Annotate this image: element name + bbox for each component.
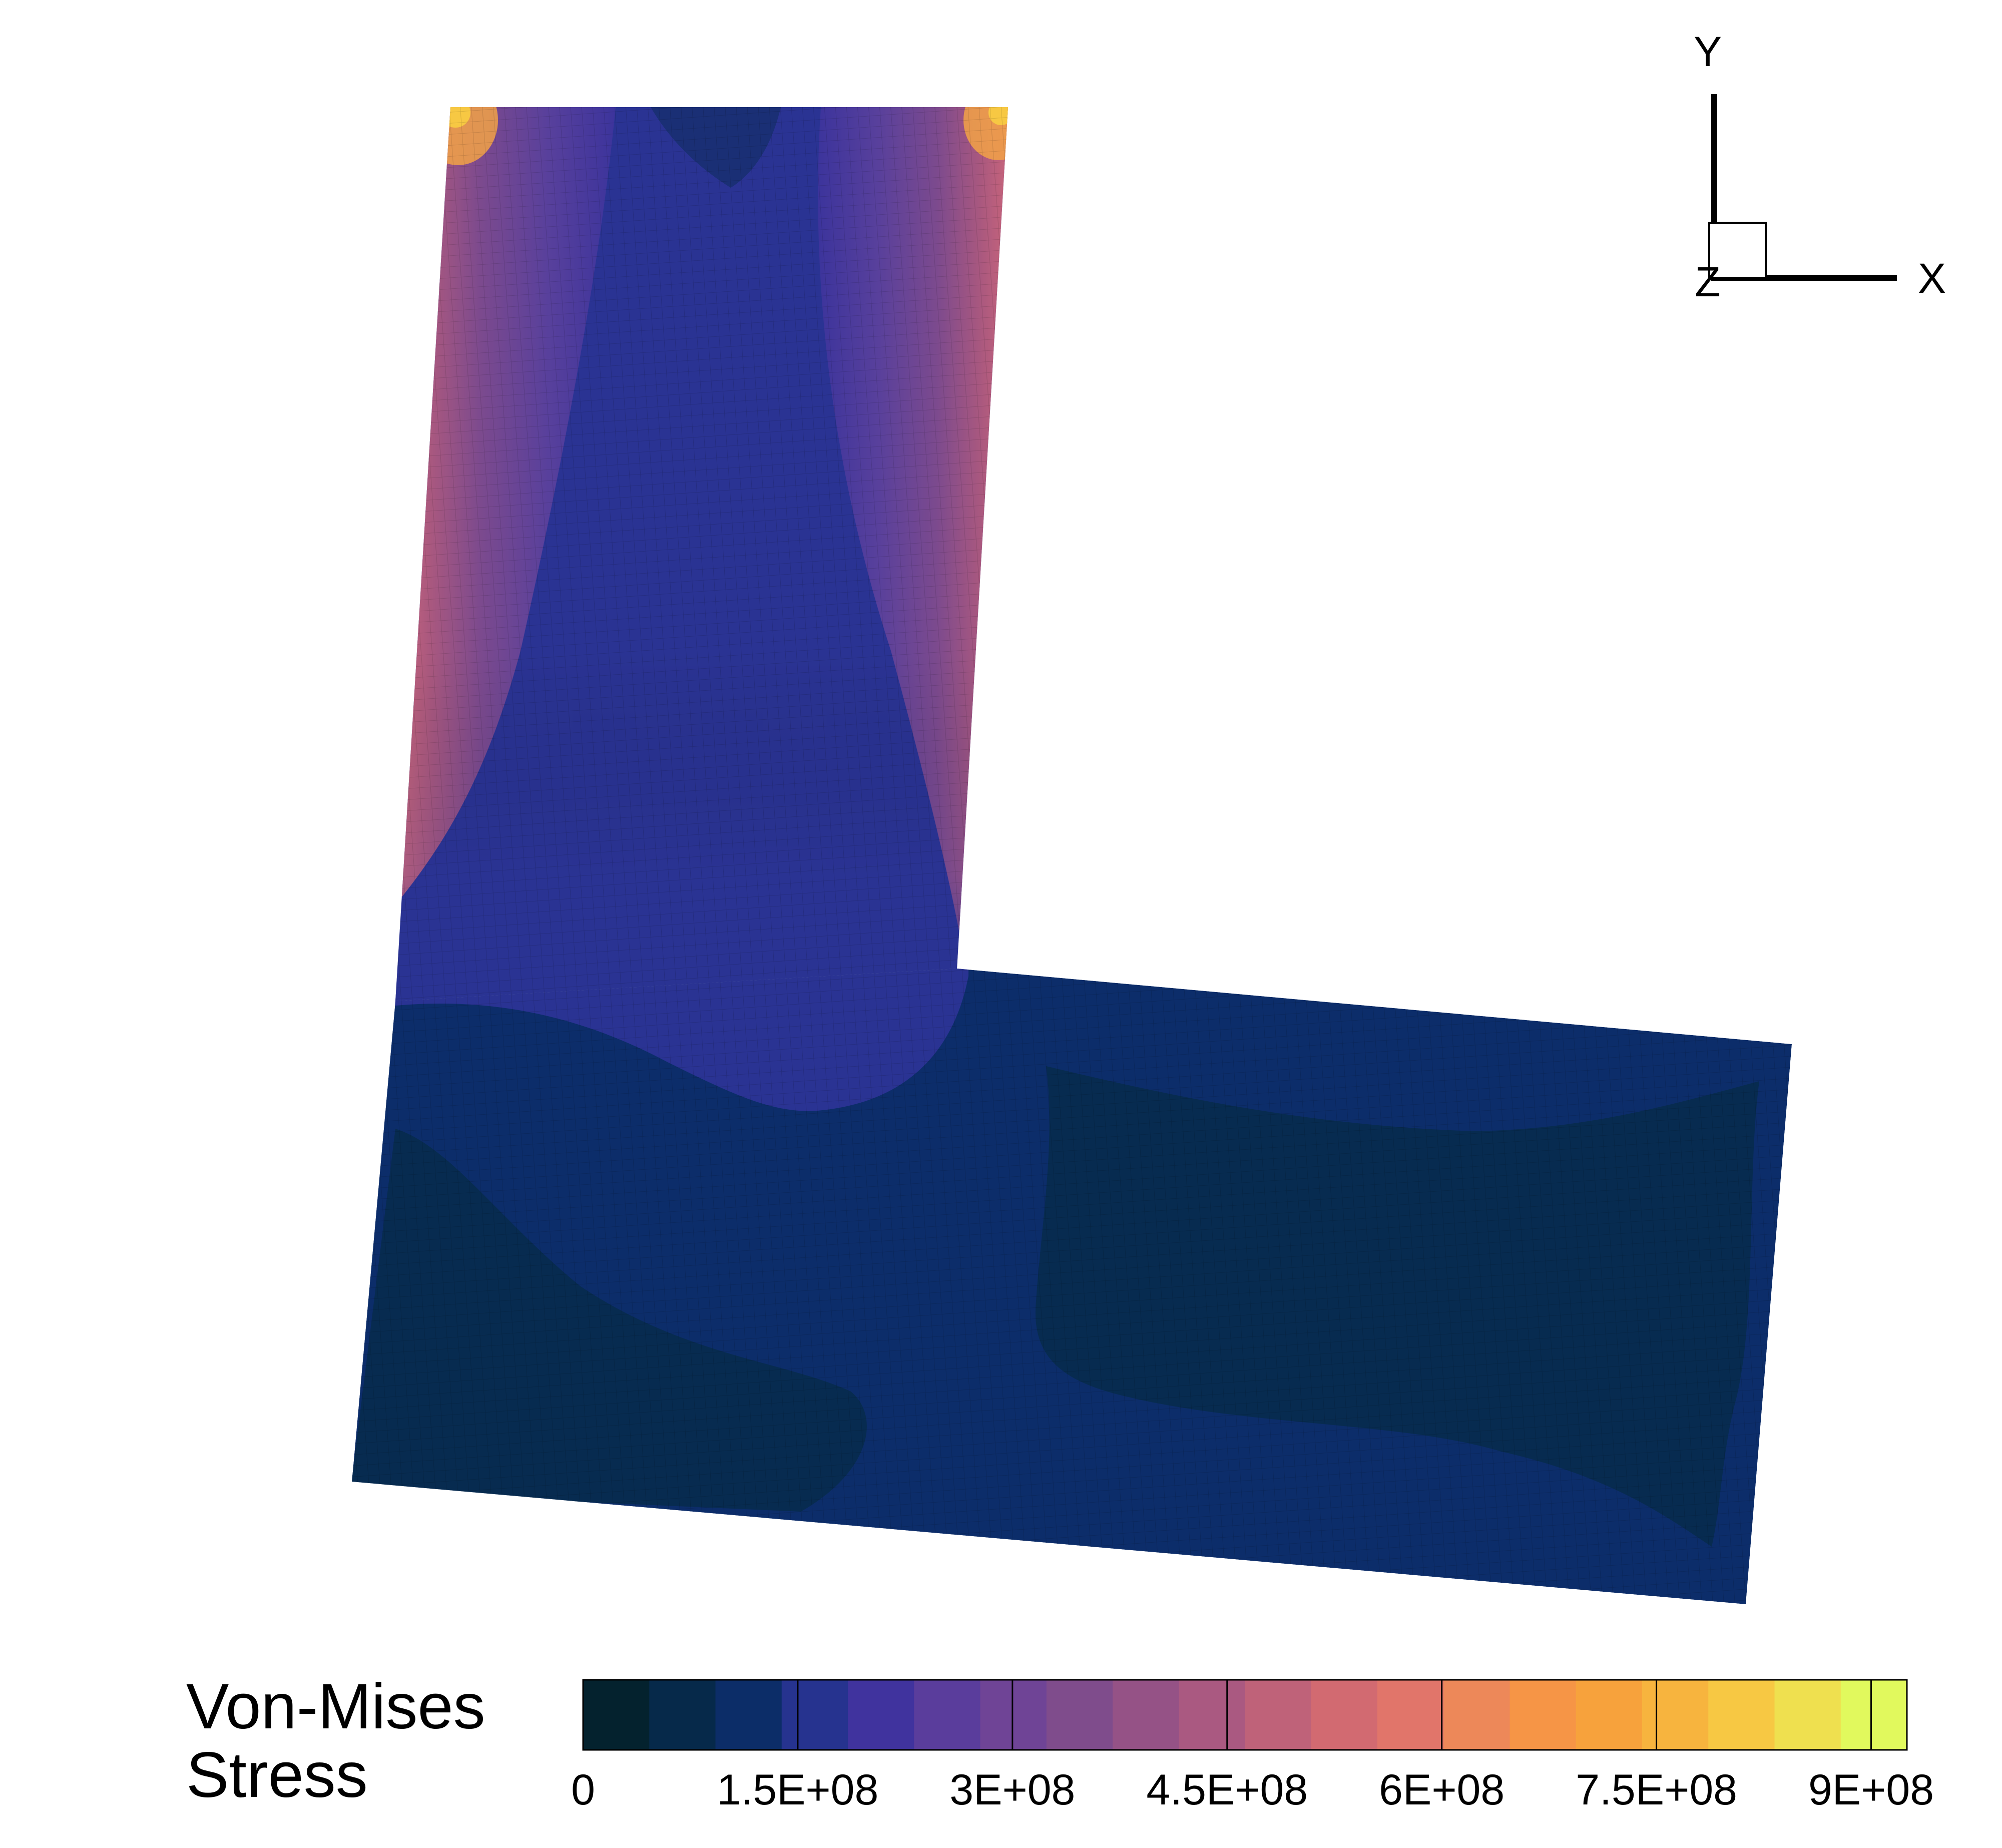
colorbar-segment — [1377, 1680, 1444, 1750]
y-axis-label: Y — [1694, 28, 1722, 75]
colorbar-segment — [1046, 1680, 1113, 1750]
colorbar-segment — [1708, 1680, 1775, 1750]
colorbar-tick-label: 9E+08 — [1808, 1766, 1934, 1814]
stress-contour-body — [352, 107, 1792, 1604]
colorbar-segment — [914, 1680, 980, 1750]
colorbar-segment — [781, 1680, 848, 1750]
colorbar — [582, 1679, 1908, 1751]
colorbar-tick-label: 7.5E+08 — [1576, 1766, 1737, 1814]
colorbar-segment — [583, 1680, 650, 1750]
colorbar-ticks: 0 1.5E+08 3E+08 4.5E+08 6E+08 7.5E+08 9E+08 — [571, 1680, 1934, 1814]
colorbar-segment — [1510, 1680, 1577, 1750]
colorbar-segment — [1774, 1680, 1841, 1750]
colorbar-tick-label: 4.5E+08 — [1146, 1766, 1308, 1814]
colorbar-segment — [848, 1680, 914, 1750]
colorbar-segment — [1245, 1680, 1312, 1750]
legend-title-line1: Von-Mises — [186, 1671, 485, 1742]
legend-title-line2: Stress — [186, 1739, 368, 1811]
colorbar-segment — [1311, 1680, 1378, 1750]
fe-mesh-overlay — [352, 107, 1792, 1604]
colorbar-segment — [1576, 1680, 1643, 1750]
colorbar-segment — [1443, 1680, 1510, 1750]
x-axis-label: X — [1918, 255, 1946, 302]
colorbar-segment — [649, 1680, 716, 1750]
colorbar-segment — [1179, 1680, 1245, 1750]
colorbar-segment — [715, 1680, 782, 1750]
colorbar-tick-label: 1.5E+08 — [717, 1766, 879, 1814]
colorbar-segment — [1642, 1680, 1709, 1750]
colorbar-tick-label: 6E+08 — [1379, 1766, 1505, 1814]
axis-triad: Y X Z — [1694, 28, 1946, 305]
legend: Von-Mises Stress 0 1.5E+08 3E+08 4.5E+08 6E+… — [186, 1671, 1934, 1814]
colorbar-tick-label: 3E+08 — [949, 1766, 1075, 1814]
colorbar-tick-label: 0 — [571, 1766, 595, 1814]
colorbar-segment — [1840, 1680, 1907, 1750]
z-axis-box — [1708, 222, 1767, 279]
colorbar-segment — [1113, 1680, 1179, 1750]
colorbar-segment — [980, 1680, 1047, 1750]
z-axis-label: Z — [1695, 258, 1720, 305]
